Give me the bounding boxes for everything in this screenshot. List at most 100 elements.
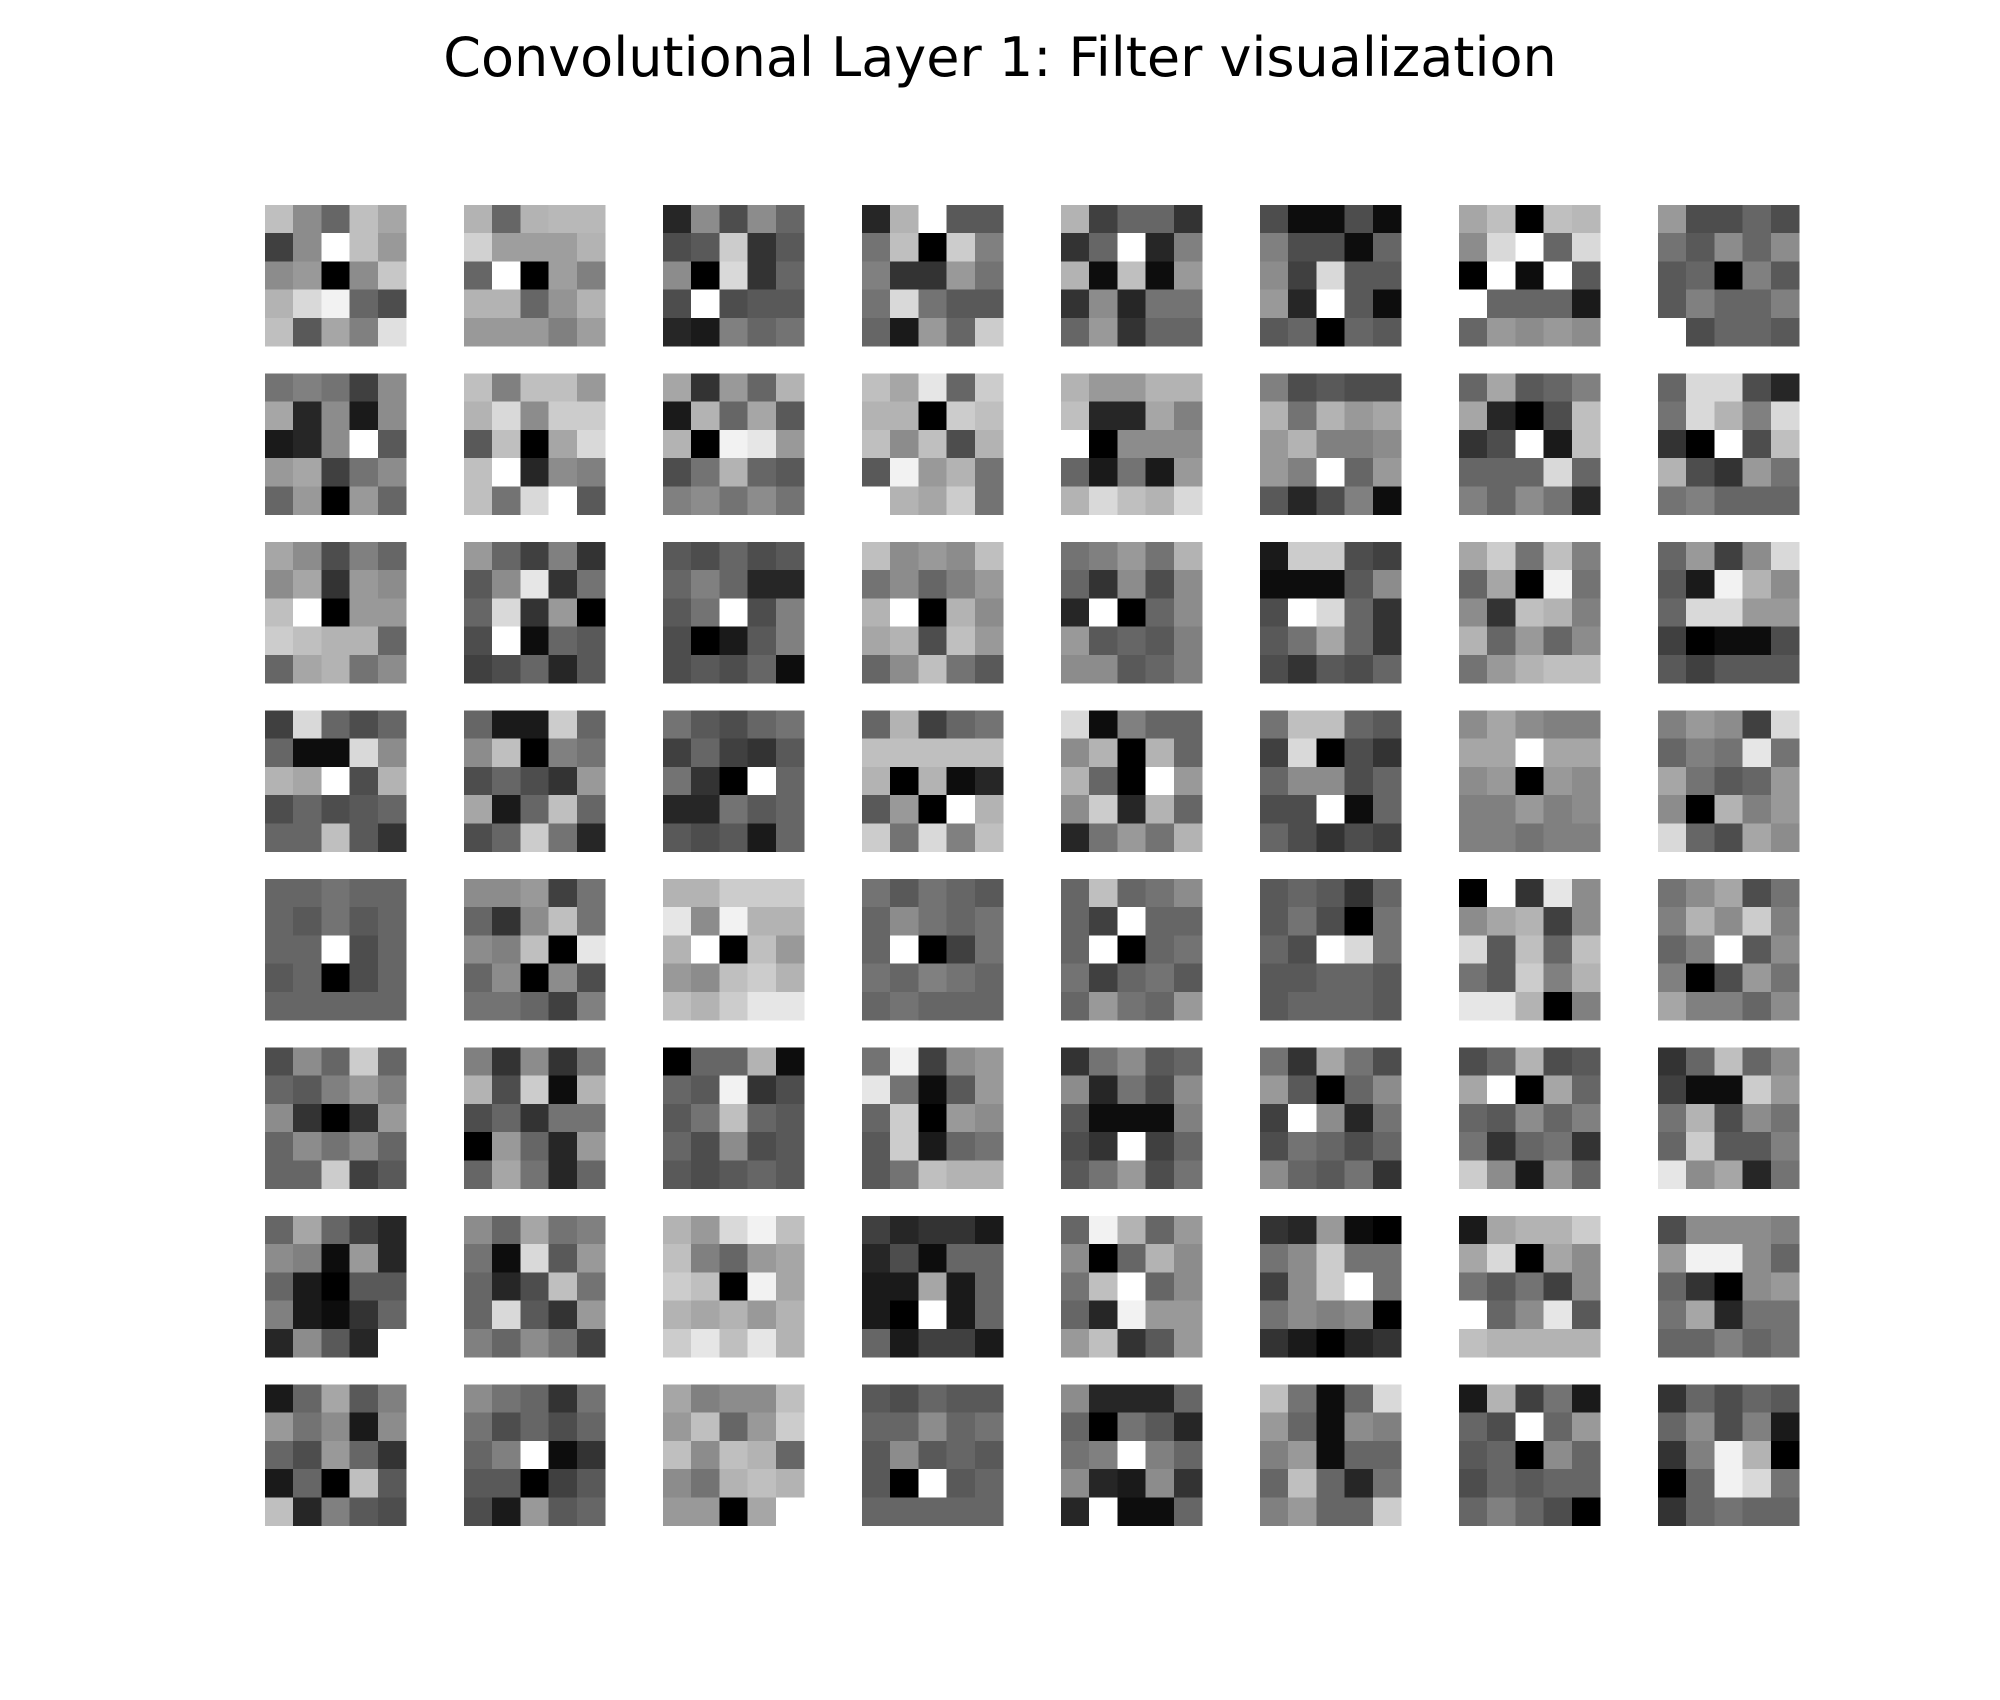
filter-cell <box>1061 317 1090 347</box>
filter-cell <box>492 710 521 740</box>
filter-5-5 <box>1061 879 1203 1021</box>
filter-cell <box>719 205 749 234</box>
filter-cell <box>663 289 692 319</box>
filter-cell <box>576 1384 606 1414</box>
filter-cell <box>293 1216 322 1245</box>
filter-cell <box>1742 1244 1772 1273</box>
filter-cell <box>1061 823 1090 853</box>
filter-cell <box>576 373 606 403</box>
filter-cell <box>1459 1328 1488 1358</box>
filter-cell <box>1316 542 1346 571</box>
filter-cell <box>918 738 948 768</box>
filter-cell <box>1742 317 1772 347</box>
filter-cell <box>349 1300 379 1330</box>
filter-cell <box>1658 654 1687 684</box>
filter-cell <box>862 1272 891 1302</box>
filter-cell <box>918 654 948 684</box>
filter-cell <box>1061 1272 1090 1302</box>
filter-cell <box>520 626 550 656</box>
filter-cell <box>1770 795 1800 824</box>
filter-cell <box>1686 823 1715 853</box>
filter-cell <box>576 1132 606 1161</box>
filter-cell <box>1742 738 1772 768</box>
filter-cell <box>1288 205 1317 234</box>
filter-cell <box>719 738 749 768</box>
filter-cell <box>946 654 976 684</box>
filter-cell <box>691 1272 720 1302</box>
filter-cell <box>1145 1160 1175 1190</box>
filter-cell <box>890 1047 919 1077</box>
filter-cell <box>1742 542 1772 571</box>
filter-cell <box>1770 1469 1800 1498</box>
filter-cell <box>1515 766 1545 796</box>
filter-4-8 <box>1658 710 1800 853</box>
filter-cell <box>918 991 948 1021</box>
filter-cell <box>1714 401 1744 431</box>
filter-cell <box>1145 710 1175 740</box>
filter-cell <box>1344 1412 1374 1442</box>
filter-cell <box>663 233 692 262</box>
filter-cell <box>862 542 891 571</box>
filter-cell <box>946 823 976 853</box>
filter-cell <box>1344 991 1374 1021</box>
filter-cell <box>548 1300 578 1330</box>
filter-cell <box>890 654 919 684</box>
filter-cell <box>464 570 493 599</box>
filter-cell <box>1260 401 1289 431</box>
filter-cell <box>1714 879 1744 908</box>
filter-cell <box>520 823 550 853</box>
filter-cell <box>1770 1103 1800 1133</box>
filter-cell <box>918 401 948 431</box>
filter-cell <box>377 1497 407 1527</box>
filter-cell <box>1770 289 1800 319</box>
filter-cell <box>663 766 692 796</box>
filter-cell <box>1459 1412 1488 1442</box>
filter-3-8 <box>1658 542 1800 684</box>
filter-cell <box>492 1440 521 1470</box>
filter-cell <box>576 542 606 571</box>
filter-cell <box>747 823 777 853</box>
filter-cell <box>1117 1244 1147 1273</box>
filter-cell <box>1543 1132 1573 1161</box>
filter-cell <box>1061 1469 1090 1498</box>
filter-cell <box>946 710 976 740</box>
filter-cell <box>492 907 521 936</box>
filter-cell <box>1173 1216 1203 1245</box>
filter-1-5 <box>1061 205 1203 347</box>
filter-cell <box>1316 1440 1346 1470</box>
filter-cell <box>1770 205 1800 234</box>
filter-cell <box>918 1047 948 1077</box>
filter-cell <box>1117 598 1147 628</box>
filter-cell <box>1145 1300 1175 1330</box>
filter-cell <box>1515 823 1545 853</box>
filter-cell <box>1658 963 1687 993</box>
filter-cell <box>548 1272 578 1302</box>
filter-cell <box>1145 1384 1175 1414</box>
filter-cell <box>1487 233 1516 262</box>
filter-cell <box>1487 907 1516 936</box>
filter-cell <box>946 1440 976 1470</box>
filter-cell <box>1344 1384 1374 1414</box>
filter-cell <box>1459 907 1488 936</box>
filter-cell <box>1288 879 1317 908</box>
filter-cell <box>1686 1272 1715 1302</box>
filter-cell <box>1061 1216 1090 1245</box>
filter-cell <box>1117 654 1147 684</box>
filter-cell <box>918 1160 948 1190</box>
filter-cell <box>1543 1047 1573 1077</box>
filter-cell <box>1543 626 1573 656</box>
filter-cell <box>1288 1047 1317 1077</box>
filter-cell <box>1487 261 1516 291</box>
filter-cell <box>1543 1440 1573 1470</box>
filter-cell <box>492 654 521 684</box>
filter-cell <box>862 879 891 908</box>
filter-cell <box>974 654 1004 684</box>
filter-cell <box>265 1244 294 1273</box>
filter-cell <box>1459 795 1488 824</box>
filter-1-7 <box>1459 205 1601 347</box>
filter-cell <box>520 317 550 347</box>
filter-cell <box>775 963 805 993</box>
filter-cell <box>576 626 606 656</box>
filter-cell <box>663 1412 692 1442</box>
filter-cell <box>1288 823 1317 853</box>
